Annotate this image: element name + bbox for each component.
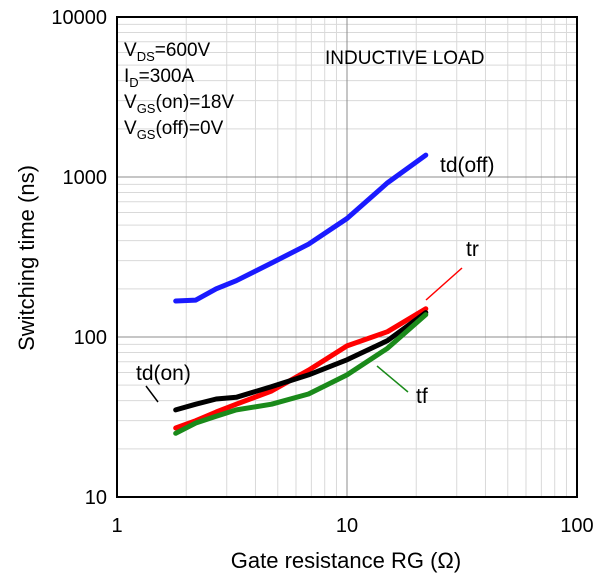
condition-id: ID=300A xyxy=(124,66,194,90)
x-tick-label: 100 xyxy=(560,515,593,537)
label-tf: tf xyxy=(416,385,428,408)
series-line-td-on xyxy=(173,310,429,413)
series-lines xyxy=(173,152,429,436)
condition-vgs-off: VGS(off)=0V xyxy=(124,118,224,142)
y-tick-label: 100 xyxy=(74,327,107,349)
x-axis-title: Gate resistance RG (Ω) xyxy=(231,548,461,573)
leader-td-on xyxy=(145,385,159,403)
series-line-tf xyxy=(173,312,429,436)
label-td-off: td(off) xyxy=(440,154,494,177)
series-line-td-off xyxy=(173,152,429,304)
label-td-on: td(on) xyxy=(136,362,191,385)
label-tr: tr xyxy=(466,238,479,261)
series-line-tr xyxy=(173,306,429,431)
leader-tr xyxy=(425,267,463,301)
y-tick-label: 1000 xyxy=(63,167,108,189)
inductive-load-annotation: INDUCTIVE LOAD xyxy=(325,48,484,69)
y-tick-label: 10000 xyxy=(51,7,107,29)
grid xyxy=(117,17,577,497)
leader-tf xyxy=(376,365,409,393)
condition-vds: VDS=600V xyxy=(124,40,211,64)
plot-frame xyxy=(116,16,578,498)
x-tick-label: 1 xyxy=(111,515,122,537)
x-tick-label: 10 xyxy=(336,515,358,537)
y-tick-label: 10 xyxy=(85,487,107,509)
y-axis-title: Switching time (ns) xyxy=(14,165,39,351)
condition-vgs-on: VGS(on)=18V xyxy=(124,92,235,116)
